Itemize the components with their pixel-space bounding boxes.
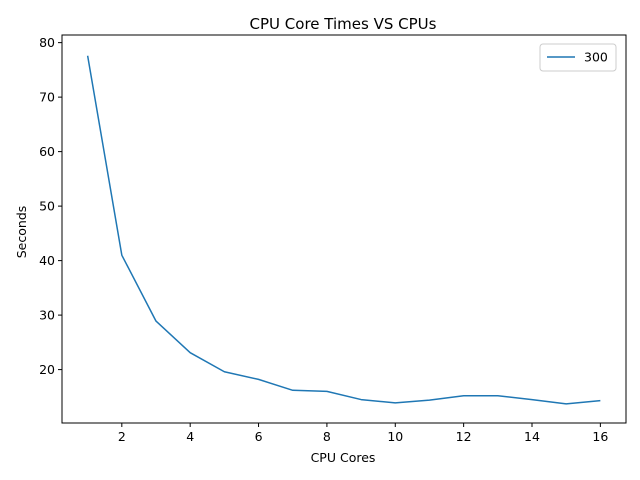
x-tick-label: 6 — [255, 429, 263, 444]
x-tick-label: 16 — [592, 429, 608, 444]
y-tick-label: 30 — [39, 308, 55, 323]
legend: 300 — [539, 43, 617, 72]
x-tick-label: 10 — [387, 429, 403, 444]
x-tick-label: 4 — [186, 429, 194, 444]
y-tick-label: 50 — [39, 199, 55, 214]
legend-label: 300 — [584, 50, 608, 65]
y-tick-label: 80 — [39, 35, 55, 50]
series-layer — [86, 55, 601, 405]
axes-layer: 2 4 6 8 10 12 14 16 20 30 40 50 60 70 80 — [39, 34, 627, 444]
y-tick-label: 40 — [39, 253, 55, 268]
legend-box — [539, 43, 617, 72]
series-line-300 — [86, 55, 601, 405]
x-tick-label: 12 — [456, 429, 472, 444]
y-tick-label: 70 — [39, 90, 55, 105]
y-tick-label: 60 — [39, 144, 55, 159]
x-tick-label: 8 — [323, 429, 331, 444]
chart-title: CPU Core Times VS CPUs — [250, 15, 437, 33]
x-tick-label: 2 — [118, 429, 126, 444]
x-tick-label: 14 — [524, 429, 540, 444]
x-axis-label: CPU Cores — [311, 450, 376, 465]
axes-frame — [61, 34, 627, 424]
y-tick-label: 20 — [39, 362, 55, 377]
y-axis-label: Seconds — [14, 206, 29, 259]
